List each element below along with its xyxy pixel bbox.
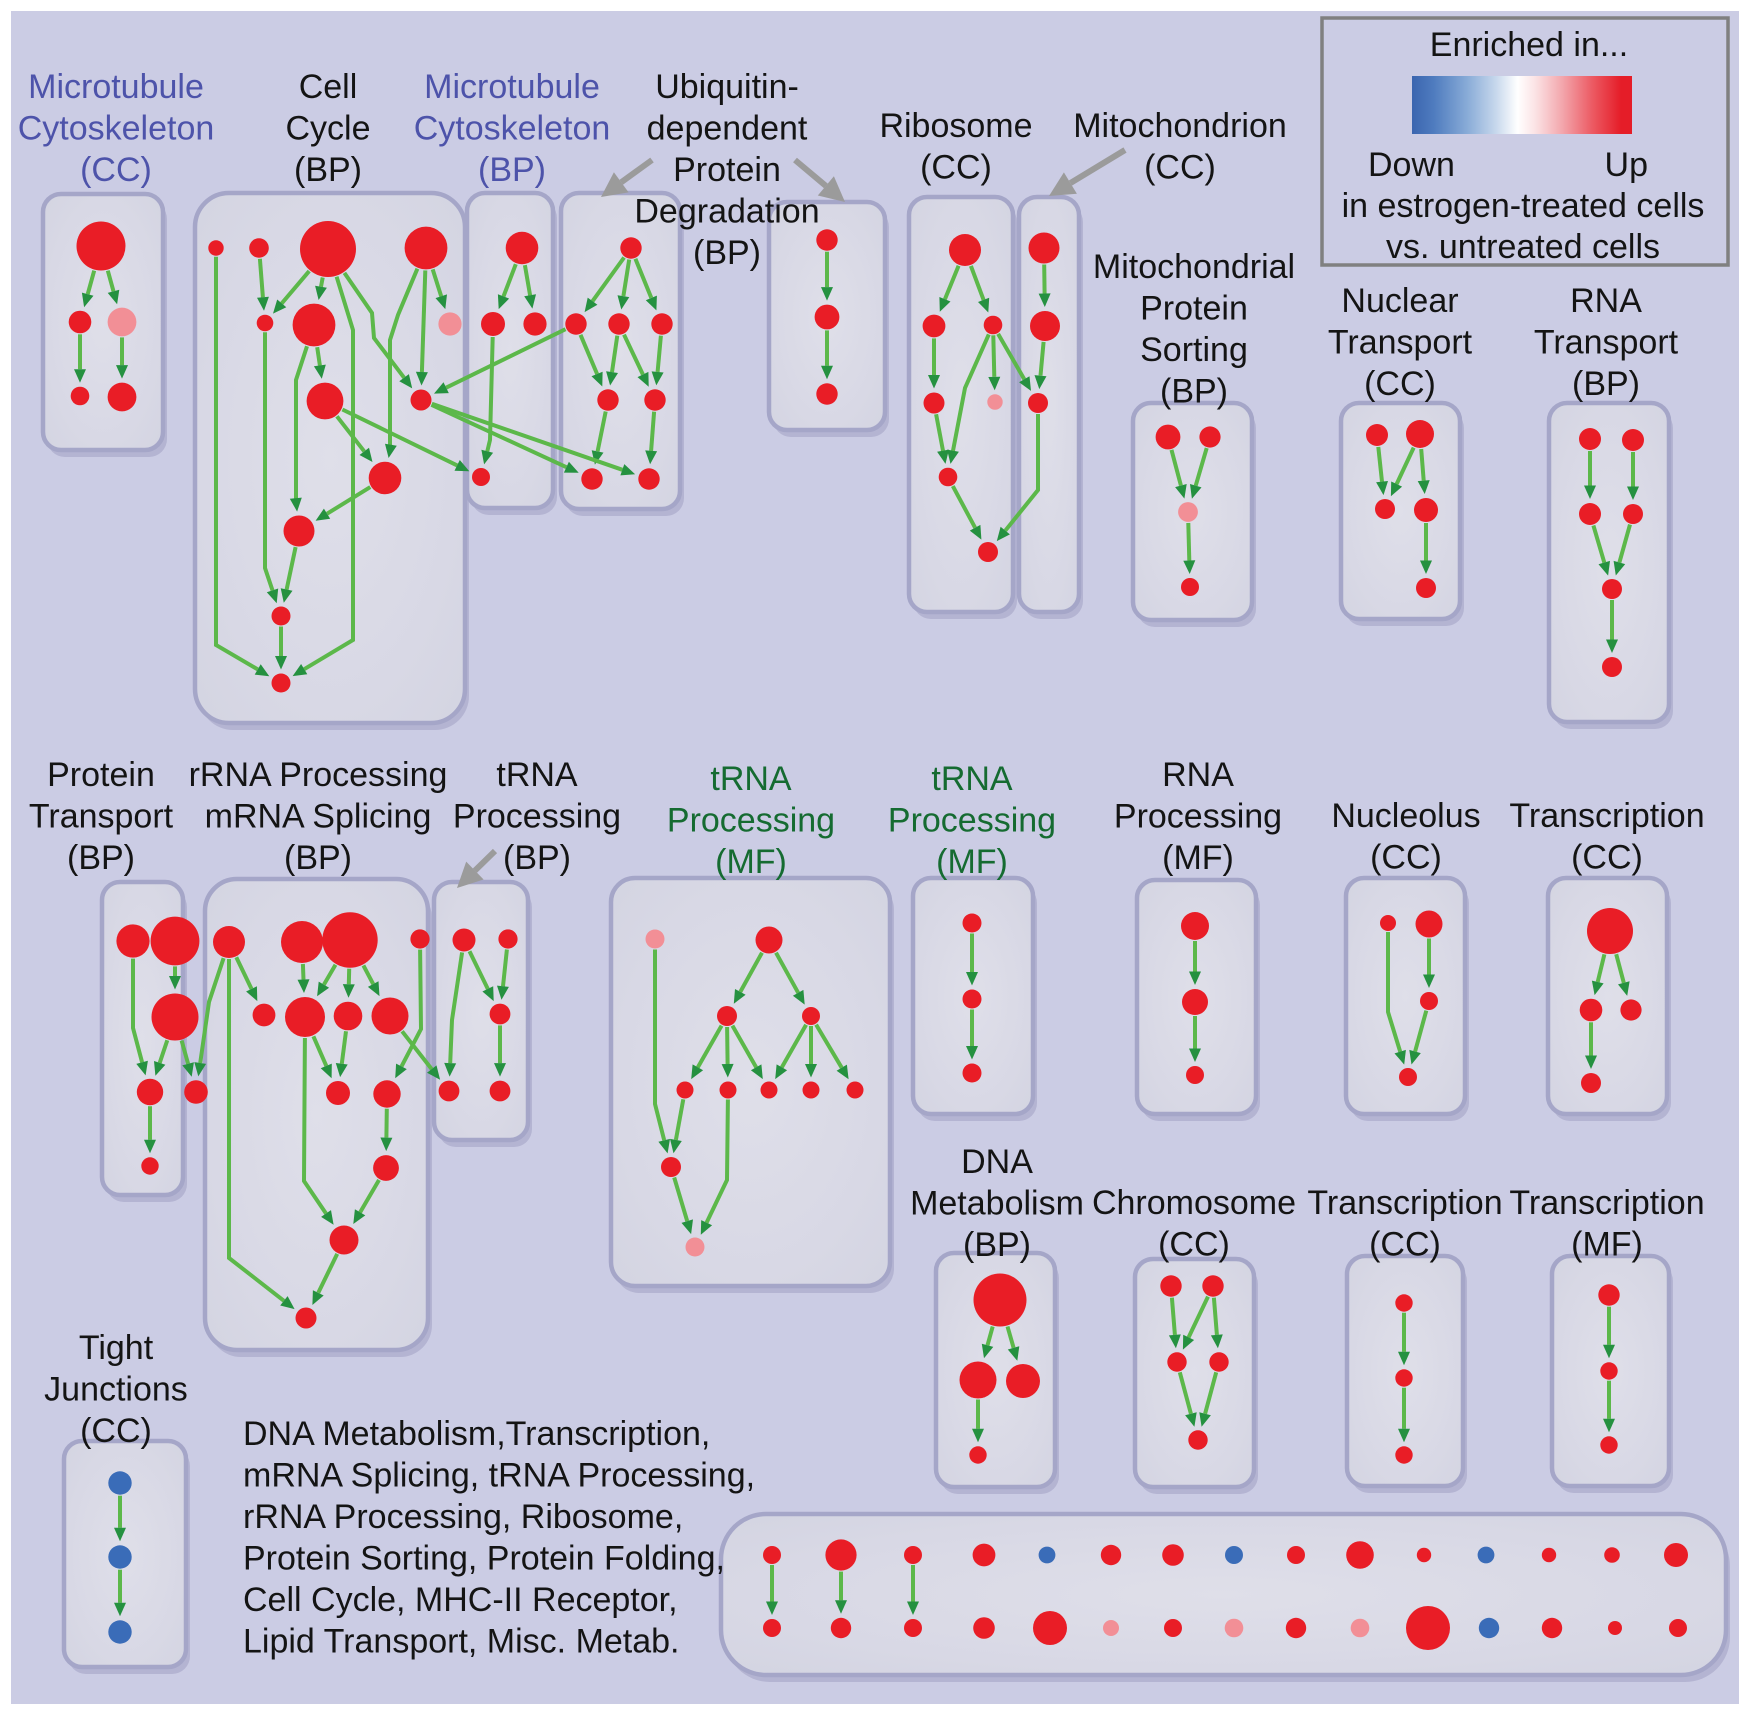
svg-text:(BP): (BP) bbox=[1160, 373, 1228, 411]
svg-text:Sorting: Sorting bbox=[1140, 331, 1248, 369]
svg-text:(BP): (BP) bbox=[963, 1226, 1031, 1264]
svg-text:Ubiquitin-: Ubiquitin- bbox=[655, 68, 799, 106]
svg-text:(MF): (MF) bbox=[1571, 1226, 1643, 1264]
svg-text:Transcription: Transcription bbox=[1307, 1184, 1502, 1222]
svg-text:Nuclear: Nuclear bbox=[1341, 282, 1458, 320]
svg-text:Metabolism: Metabolism bbox=[910, 1185, 1084, 1223]
svg-text:Microtubule: Microtubule bbox=[28, 68, 204, 106]
svg-text:Cytoskeleton: Cytoskeleton bbox=[414, 110, 611, 148]
svg-text:Down: Down bbox=[1368, 146, 1455, 184]
svg-text:(CC): (CC) bbox=[80, 1412, 152, 1450]
svg-text:Up: Up bbox=[1605, 146, 1648, 184]
svg-text:(CC): (CC) bbox=[920, 149, 992, 187]
svg-text:rRNA Processing, Ribosome,: rRNA Processing, Ribosome, bbox=[243, 1498, 683, 1536]
svg-text:Cytoskeleton: Cytoskeleton bbox=[18, 110, 215, 148]
svg-text:Processing: Processing bbox=[667, 802, 835, 840]
svg-text:tRNA: tRNA bbox=[496, 756, 578, 794]
svg-text:Transport: Transport bbox=[1328, 324, 1473, 362]
svg-text:mRNA Splicing: mRNA Splicing bbox=[205, 798, 432, 836]
svg-text:(MF): (MF) bbox=[936, 843, 1008, 881]
svg-text:tRNA: tRNA bbox=[710, 760, 792, 798]
svg-text:Mitochondrion: Mitochondrion bbox=[1073, 107, 1287, 145]
svg-text:Microtubule: Microtubule bbox=[424, 68, 600, 106]
svg-text:tRNA: tRNA bbox=[931, 760, 1013, 798]
svg-text:Transcription: Transcription bbox=[1509, 1184, 1704, 1222]
svg-text:Mitochondrial: Mitochondrial bbox=[1093, 248, 1295, 286]
svg-text:dependent: dependent bbox=[647, 110, 808, 148]
svg-text:(CC): (CC) bbox=[1158, 1226, 1230, 1264]
svg-text:Chromosome: Chromosome bbox=[1092, 1184, 1296, 1222]
svg-text:Cell: Cell bbox=[299, 68, 358, 106]
svg-text:(CC): (CC) bbox=[1364, 365, 1436, 403]
svg-text:vs. untreated cells: vs. untreated cells bbox=[1386, 228, 1660, 266]
svg-text:(MF): (MF) bbox=[715, 843, 787, 881]
svg-text:Degradation: Degradation bbox=[634, 193, 819, 231]
svg-text:(MF): (MF) bbox=[1162, 839, 1234, 877]
svg-text:(CC): (CC) bbox=[1370, 839, 1442, 877]
svg-text:(CC): (CC) bbox=[1571, 839, 1643, 877]
svg-text:rRNA Processing: rRNA Processing bbox=[189, 756, 448, 794]
svg-text:Protein Sorting, Protein Foldi: Protein Sorting, Protein Folding, bbox=[243, 1540, 725, 1578]
svg-text:Ribosome: Ribosome bbox=[879, 107, 1032, 145]
svg-text:(CC): (CC) bbox=[80, 151, 152, 189]
svg-text:(BP): (BP) bbox=[1572, 365, 1640, 403]
svg-text:RNA: RNA bbox=[1162, 756, 1234, 794]
svg-text:Enriched in...: Enriched in... bbox=[1430, 26, 1628, 64]
svg-text:Nucleolus: Nucleolus bbox=[1331, 797, 1480, 835]
svg-text:(BP): (BP) bbox=[503, 839, 571, 877]
svg-text:Junctions: Junctions bbox=[44, 1371, 188, 1409]
svg-text:Transcription: Transcription bbox=[1509, 797, 1704, 835]
svg-text:(CC): (CC) bbox=[1144, 149, 1216, 187]
svg-text:Cycle: Cycle bbox=[285, 110, 370, 148]
svg-text:Processing: Processing bbox=[453, 798, 621, 836]
svg-text:Cell Cycle, MHC-II Receptor,: Cell Cycle, MHC-II Receptor, bbox=[243, 1581, 678, 1619]
svg-text:Protein: Protein bbox=[47, 756, 155, 794]
svg-text:Lipid Transport, Misc. Metab.: Lipid Transport, Misc. Metab. bbox=[243, 1623, 680, 1661]
svg-text:(BP): (BP) bbox=[693, 234, 761, 272]
svg-text:Transport: Transport bbox=[1534, 324, 1679, 362]
svg-text:(BP): (BP) bbox=[478, 151, 546, 189]
svg-text:Protein: Protein bbox=[673, 151, 781, 189]
svg-text:(BP): (BP) bbox=[67, 839, 135, 877]
svg-text:(BP): (BP) bbox=[294, 151, 362, 189]
svg-text:RNA: RNA bbox=[1570, 282, 1642, 320]
svg-text:mRNA Splicing, tRNA Processing: mRNA Splicing, tRNA Processing, bbox=[243, 1457, 755, 1495]
svg-text:Tight: Tight bbox=[79, 1329, 154, 1367]
svg-text:Transport: Transport bbox=[29, 798, 174, 836]
svg-text:(BP): (BP) bbox=[284, 839, 352, 877]
svg-text:Processing: Processing bbox=[1114, 798, 1282, 836]
svg-text:Processing: Processing bbox=[888, 802, 1056, 840]
svg-text:in estrogen-treated cells: in estrogen-treated cells bbox=[1342, 187, 1705, 225]
svg-text:(CC): (CC) bbox=[1369, 1226, 1441, 1264]
svg-text:Protein: Protein bbox=[1140, 290, 1248, 328]
svg-text:DNA: DNA bbox=[961, 1143, 1033, 1181]
svg-text:DNA Metabolism,Transcription,: DNA Metabolism,Transcription, bbox=[243, 1415, 710, 1453]
